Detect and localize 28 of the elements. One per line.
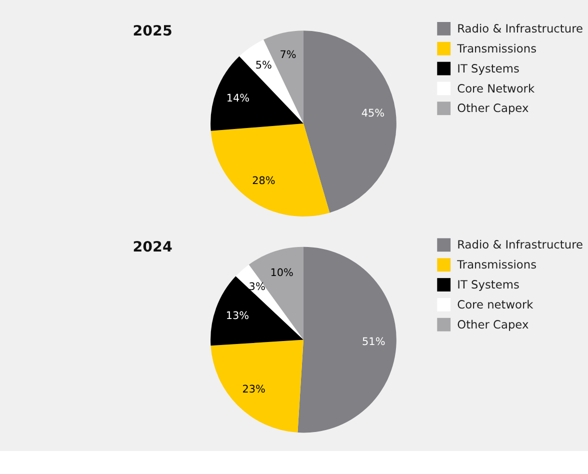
- pie-slice: [210, 276, 304, 346]
- data-label: 3%: [248, 280, 266, 293]
- data-label: 5%: [255, 60, 272, 72]
- pie-slice: [210, 340, 304, 433]
- pie-slice: [303, 30, 396, 213]
- legend-label: Transmissions: [456, 258, 537, 272]
- chart-title: 2025: [132, 23, 172, 40]
- data-label: 45%: [361, 107, 385, 120]
- legend-label: IT Systems: [457, 61, 520, 76]
- legend-label: Core network: [457, 297, 534, 312]
- legend-label: Core Network: [457, 81, 535, 96]
- legend-label: Other Capex: [457, 317, 529, 332]
- data-label: 10%: [270, 266, 294, 279]
- legend-label: Other Capex: [457, 101, 529, 116]
- legend-label: IT Systems: [457, 278, 520, 292]
- data-label: 7%: [280, 48, 296, 61]
- legend-label: Radio & Infrastructure: [457, 238, 584, 252]
- data-label: 13%: [226, 310, 250, 322]
- data-label: 14%: [226, 92, 250, 104]
- pie-slice: [248, 246, 304, 340]
- data-label: 51%: [362, 336, 386, 348]
- data-label: 23%: [242, 383, 266, 396]
- pie-slice: [298, 246, 396, 433]
- legend-label: Transmissions: [456, 41, 537, 56]
- pie-slice: [210, 124, 330, 216]
- data-label: 28%: [252, 175, 276, 188]
- legend-label: Radio & Infrastructure: [457, 22, 584, 36]
- chart-title: 2024: [132, 240, 172, 256]
